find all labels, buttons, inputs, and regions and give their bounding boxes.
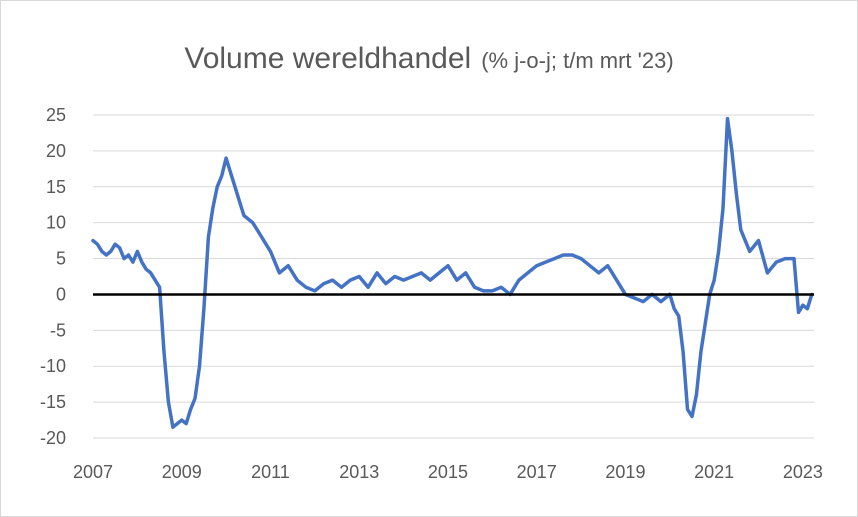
y-tick-label: 0 xyxy=(56,284,66,304)
y-axis-ticks: 25 20 15 10 5 0 -5 -10 -15 -20 xyxy=(40,105,66,448)
x-tick-label: 2019 xyxy=(605,462,645,482)
x-tick-label: 2007 xyxy=(73,462,113,482)
x-tick-label: 2023 xyxy=(783,462,823,482)
y-tick-label: 25 xyxy=(46,105,66,125)
chart-title-block: Volume wereldhandel (% j-o-j; t/m mrt '23… xyxy=(0,42,858,76)
y-tick-label: 15 xyxy=(46,177,66,197)
y-tick-label: -15 xyxy=(40,392,66,412)
y-tick-label: -20 xyxy=(40,428,66,448)
series-layer xyxy=(91,116,814,429)
x-tick-label: 2021 xyxy=(694,462,734,482)
y-tick-label: 5 xyxy=(56,249,66,269)
x-tick-label: 2017 xyxy=(517,462,557,482)
chart-subtitle: (% j-o-j; t/m mrt '23) xyxy=(481,48,674,73)
y-tick-label: 10 xyxy=(46,213,66,233)
x-axis-ticks: 2007 2009 2011 2013 2015 2017 2019 2021 2023 xyxy=(73,462,823,482)
x-tick-label: 2013 xyxy=(339,462,379,482)
series-line xyxy=(91,116,814,429)
chart-title: Volume wereldhandel xyxy=(184,42,472,75)
x-tick-label: 2009 xyxy=(162,462,202,482)
x-tick-label: 2015 xyxy=(428,462,468,482)
y-tick-label: -10 xyxy=(40,356,66,376)
y-tick-label: -5 xyxy=(50,320,66,340)
y-tick-label: 20 xyxy=(46,141,66,161)
x-tick-label: 2011 xyxy=(251,462,290,482)
